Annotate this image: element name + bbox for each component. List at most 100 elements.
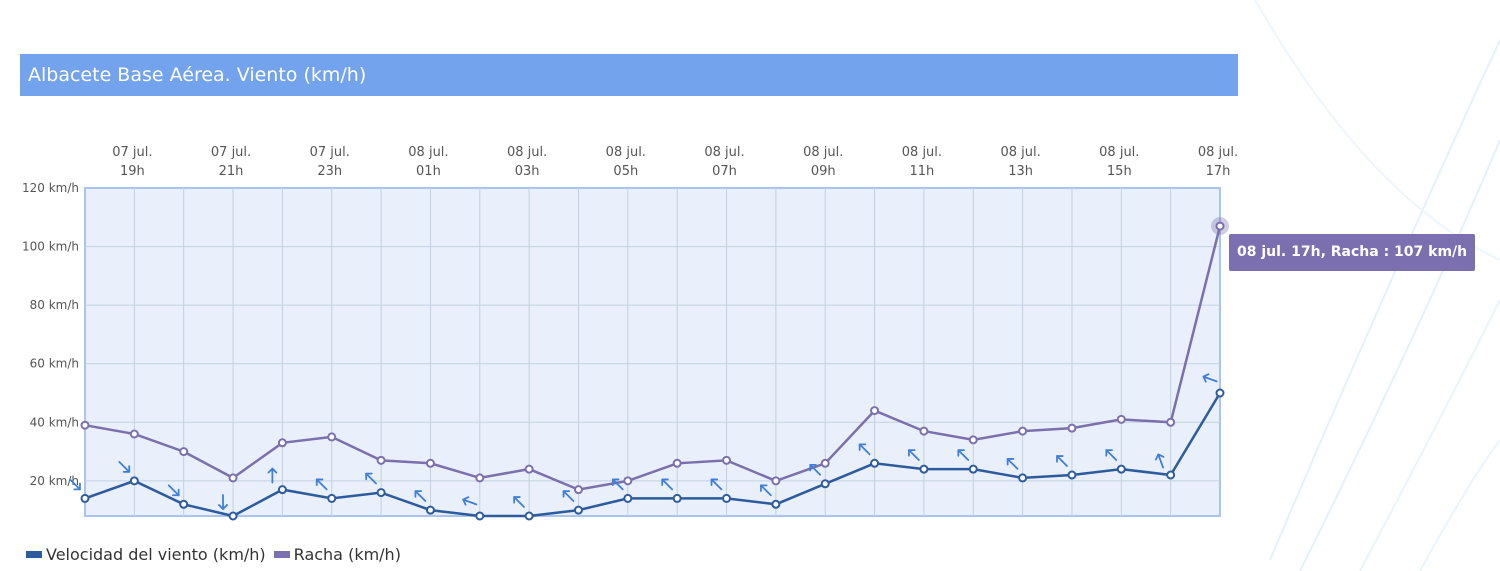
data-point-wind-speed[interactable] — [968, 464, 978, 474]
data-points[interactable] — [80, 217, 1230, 521]
data-point-gust[interactable] — [129, 429, 139, 439]
data-point-wind-speed[interactable] — [1067, 470, 1077, 480]
series-line-wind-speed — [84, 392, 1222, 518]
x-tick-hour: 13h — [1008, 164, 1033, 179]
x-axis-labels: 07 jul. 19h 07 jul. 21h 07 jul. 23h 08 jul. 01h… — [112, 145, 1238, 179]
wind-direction-arrow — [1006, 458, 1019, 470]
x-tick-date: 08 jul. — [803, 145, 843, 160]
data-point-wind-speed[interactable] — [1166, 470, 1176, 480]
data-point-gust[interactable] — [327, 432, 337, 442]
y-tick-label: 60 km/h — [30, 357, 79, 371]
x-tick-date: 08 jul. — [606, 145, 646, 160]
x-tick-label: 07 jul. 23h — [310, 145, 350, 179]
data-point-gust[interactable] — [573, 485, 583, 495]
legend-swatch-wind-speed — [26, 550, 42, 558]
x-tick-label: 08 jul. 11h — [902, 145, 942, 179]
x-tick-label: 08 jul. 15h — [1099, 145, 1139, 179]
data-point-wind-speed[interactable] — [1116, 464, 1126, 474]
x-tick-hour: 23h — [317, 164, 342, 179]
data-point-wind-speed[interactable] — [376, 488, 386, 498]
data-point-wind-speed[interactable] — [80, 493, 90, 503]
data-point-wind-speed[interactable] — [179, 499, 189, 509]
data-point-gust[interactable] — [771, 476, 781, 486]
data-point-gust[interactable] — [277, 438, 287, 448]
wind-direction-arrow — [908, 449, 920, 461]
wind-direction-arrow — [809, 463, 822, 476]
data-point-gust[interactable] — [1018, 426, 1028, 436]
data-point-gust[interactable] — [968, 435, 978, 445]
legend-item-gust[interactable]: Racha (km/h) — [273, 545, 401, 564]
data-point-gust[interactable] — [623, 476, 633, 486]
x-tick-label: 08 jul. 01h — [408, 145, 448, 179]
data-point-gust[interactable] — [475, 473, 485, 483]
data-point-gust[interactable] — [1215, 221, 1225, 231]
x-tick-hour: 01h — [416, 164, 441, 179]
data-point-wind-speed[interactable] — [1018, 473, 1028, 483]
wind-direction-arrow — [957, 449, 970, 461]
x-tick-hour: 17h — [1206, 164, 1231, 179]
x-tick-hour: 05h — [613, 164, 638, 179]
data-point-wind-speed[interactable] — [129, 476, 139, 486]
data-point-gust[interactable] — [425, 458, 435, 468]
wind-direction-arrow — [513, 496, 525, 508]
data-point-wind-speed[interactable] — [820, 479, 830, 489]
data-point-wind-speed[interactable] — [475, 511, 485, 521]
wind-direction-arrow — [1202, 373, 1218, 383]
wind-direction-arrow — [462, 496, 478, 506]
data-point-wind-speed[interactable] — [524, 511, 534, 521]
data-point-gust[interactable] — [870, 406, 880, 416]
legend-swatch-gust — [273, 550, 290, 558]
data-point-gust[interactable] — [80, 420, 90, 430]
data-point-gust[interactable] — [722, 455, 732, 465]
data-point-gust[interactable] — [820, 458, 830, 468]
data-point-wind-speed[interactable] — [277, 485, 287, 495]
legend-item-wind-speed[interactable]: Velocidad del viento (km/h) — [26, 545, 266, 564]
legend-label-wind-speed: Velocidad del viento (km/h) — [46, 544, 266, 564]
wind-direction-arrow — [611, 478, 624, 491]
chart-title: Albacete Base Aérea. Viento (km/h) — [28, 64, 367, 86]
chart-title-bar: Albacete Base Aérea. Viento (km/h) — [20, 54, 1238, 96]
data-point-wind-speed[interactable] — [623, 493, 633, 503]
data-point-wind-speed[interactable] — [672, 493, 682, 503]
data-point-wind-speed[interactable] — [327, 493, 337, 503]
wind-direction-arrows — [69, 373, 1218, 510]
x-tick-hour: 19h — [120, 164, 145, 179]
data-tooltip: 08 jul. 17h, Racha : 107 km/h — [1229, 234, 1476, 271]
data-point-wind-speed[interactable] — [425, 505, 435, 515]
x-tick-date: 08 jul. — [1099, 145, 1139, 160]
x-tick-hour: 03h — [515, 164, 540, 179]
wind-direction-arrow — [858, 443, 871, 456]
data-point-gust[interactable] — [524, 464, 534, 474]
data-point-gust[interactable] — [179, 447, 189, 457]
wind-direction-arrow — [1155, 453, 1165, 469]
x-tick-label: 08 jul. 07h — [704, 145, 744, 179]
wind-direction-arrow — [562, 490, 575, 502]
y-axis-labels: 20 km/h 40 km/h 60 km/h 80 km/h 100 km/h 120 … — [22, 181, 79, 488]
data-point-wind-speed[interactable] — [573, 505, 583, 515]
data-point-wind-speed[interactable] — [722, 493, 732, 503]
data-point-gust[interactable] — [228, 473, 238, 483]
data-point-gust[interactable] — [376, 455, 386, 465]
data-point-gust[interactable] — [672, 458, 682, 468]
x-tick-hour: 11h — [910, 164, 935, 179]
y-tick-label: 80 km/h — [30, 298, 79, 312]
data-point-wind-speed[interactable] — [771, 499, 781, 509]
series-line-gust — [84, 225, 1222, 491]
x-tick-label: 08 jul. 17h — [1198, 145, 1238, 179]
data-point-wind-speed[interactable] — [1215, 388, 1225, 398]
data-point-gust[interactable] — [1067, 423, 1077, 433]
wind-direction-arrow — [218, 494, 228, 510]
data-point-wind-speed[interactable] — [919, 464, 929, 474]
data-point-gust[interactable] — [1116, 414, 1126, 424]
data-point-wind-speed[interactable] — [870, 458, 880, 468]
wind-direction-arrow — [760, 484, 772, 497]
x-tick-date: 08 jul. — [902, 145, 942, 160]
wind-direction-arrow — [167, 484, 180, 497]
data-point-gust[interactable] — [919, 426, 929, 436]
x-tick-date: 07 jul. — [211, 145, 251, 160]
x-tick-date: 08 jul. — [704, 145, 744, 160]
wind-direction-arrow — [365, 472, 377, 485]
x-tick-date: 08 jul. — [408, 145, 448, 160]
data-point-gust[interactable] — [1166, 417, 1176, 427]
data-point-wind-speed[interactable] — [228, 511, 238, 521]
